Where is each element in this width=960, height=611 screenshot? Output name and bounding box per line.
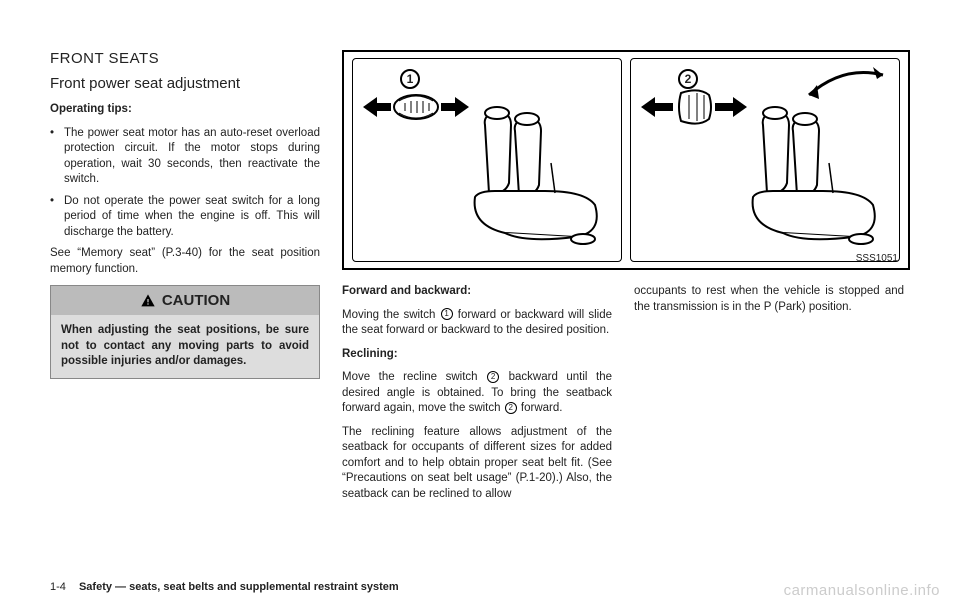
footer-section-title: Safety — seats, seat belts and supplemen… <box>79 581 399 593</box>
seat-drawing-2 <box>723 105 893 255</box>
circled-2-icon: 2 <box>487 371 499 383</box>
forward-backward-heading: Forward and backward: <box>342 284 612 300</box>
text-fragment: Moving the switch <box>342 309 440 321</box>
watermark: carmanualsonline.info <box>784 582 940 599</box>
circled-1-icon: 1 <box>441 308 453 320</box>
warning-icon <box>140 293 156 309</box>
caution-label: CAUTION <box>162 292 230 309</box>
figure-panel-1: 1 <box>352 58 622 262</box>
bullet-text: Do not operate the power seat switch for… <box>64 194 320 241</box>
operating-tips-label: Operating tips: <box>50 102 320 118</box>
figure-label-1: 1 <box>400 69 420 89</box>
bullet-icon: • <box>50 194 64 241</box>
circled-2-icon: 2 <box>505 402 517 414</box>
figure-code: SSS1051 <box>856 253 898 264</box>
reclining-body-1: Move the recline switch 2 backward until… <box>342 370 612 417</box>
right-columns-wrap: 1 <box>342 50 910 510</box>
caution-body: When adjusting the seat positions, be su… <box>51 315 319 378</box>
section-title: FRONT SEATS <box>50 50 320 67</box>
list-item: •Do not operate the power seat switch fo… <box>50 194 320 241</box>
seat-drawing-1 <box>445 105 615 255</box>
operating-tips-list: •The power seat motor has an auto-reset … <box>50 126 320 241</box>
right-column: occupants to rest when the vehicle is st… <box>634 284 904 510</box>
figure-panel-2: 2 <box>630 58 900 262</box>
reclining-body-2: The reclining feature allows adjustment … <box>342 425 612 503</box>
list-item: •The power seat motor has an auto-reset … <box>50 126 320 188</box>
caution-box: CAUTION When adjusting the seat position… <box>50 285 320 379</box>
page-number: 1-4 <box>50 581 66 593</box>
recline-arc-icon <box>803 63 893 103</box>
bullet-text: The power seat motor has an auto-reset o… <box>64 126 320 188</box>
text-fragment: forward. <box>518 402 563 414</box>
forward-backward-body: Moving the switch 1 forward or backward … <box>342 308 612 339</box>
seat-figure: 1 <box>342 50 910 270</box>
subsection-title: Front power seat adjustment <box>50 75 320 92</box>
left-column: FRONT SEATS Front power seat adjustment … <box>50 50 320 510</box>
reclining-heading: Reclining: <box>342 347 612 363</box>
reclining-continuation: occupants to rest when the vehicle is st… <box>634 284 904 315</box>
see-reference: See “Memory seat” (P.3-40) for the seat … <box>50 246 320 277</box>
caution-heading: CAUTION <box>51 286 319 315</box>
page-footer: 1-4 Safety — seats, seat belts and suppl… <box>50 581 399 593</box>
bullet-icon: • <box>50 126 64 188</box>
text-fragment: Move the recline switch <box>342 371 486 383</box>
middle-column: Forward and backward: Moving the switch … <box>342 284 612 510</box>
